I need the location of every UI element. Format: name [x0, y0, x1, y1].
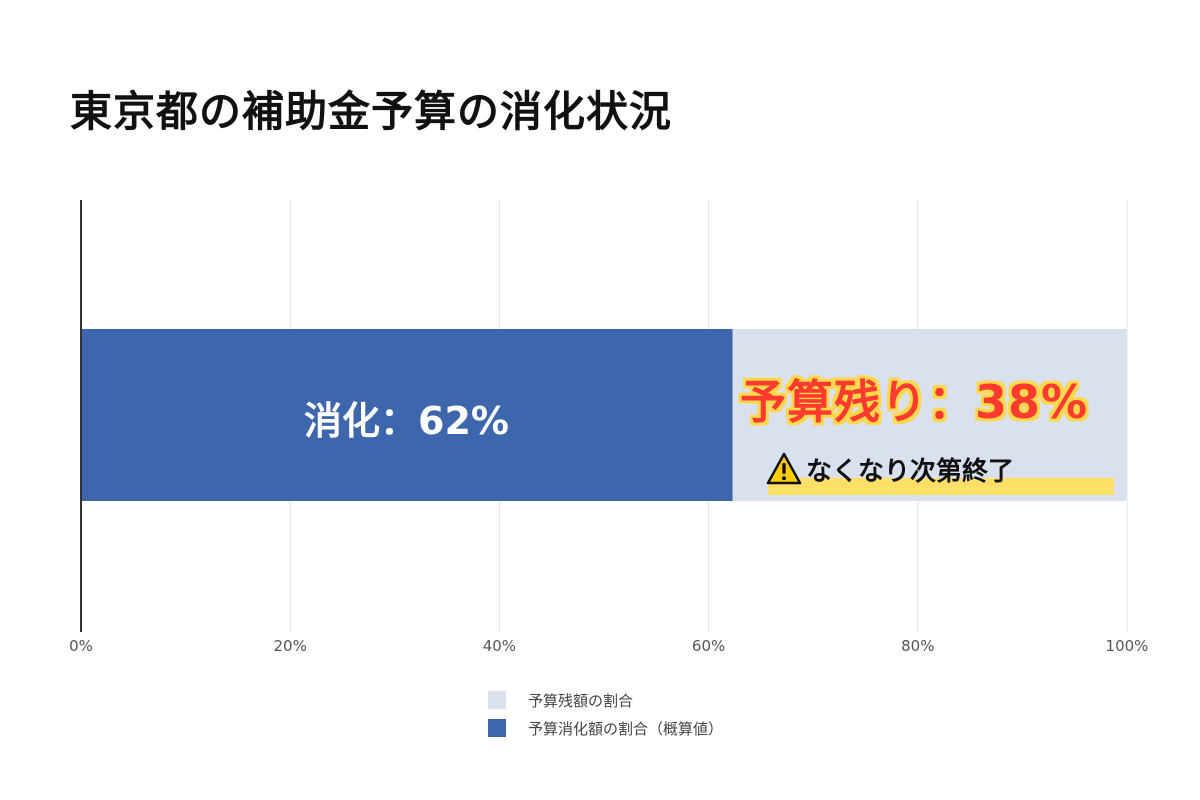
- warning-icon: [766, 452, 802, 485]
- warning-text: なくなり次第終了: [806, 456, 1015, 487]
- legend-item-remaining: 予算残額の割合: [488, 686, 723, 714]
- warning-note: なくなり次第終了: [766, 449, 1014, 489]
- bar-remaining: [732, 329, 1127, 501]
- bar-consumed: [81, 329, 733, 501]
- bars: [81, 329, 1127, 501]
- x-tick-label: 0%: [69, 637, 93, 655]
- consumed-bar-label: 消化：62%: [304, 399, 509, 443]
- legend-label-remaining: 予算残額の割合: [528, 691, 634, 710]
- legend-item-consumed: 予算消化額の割合（概算値）: [488, 714, 723, 742]
- warning-highlight: [768, 478, 1114, 495]
- legend: 予算残額の割合 予算消化額の割合（概算値）: [488, 686, 723, 742]
- x-tick-labels: 0% 20% 40% 60% 80% 100%: [69, 637, 1148, 655]
- x-tick-label: 80%: [901, 637, 934, 655]
- x-tick-label: 40%: [483, 637, 516, 655]
- x-tick-label: 100%: [1106, 637, 1149, 655]
- legend-swatch-remaining: [488, 691, 506, 709]
- legend-swatch-consumed: [488, 719, 506, 737]
- chart-title: 東京都の補助金予算の消化状況: [70, 87, 673, 136]
- x-tick-label: 20%: [274, 637, 307, 655]
- legend-label-consumed: 予算消化額の割合（概算値）: [528, 719, 724, 738]
- x-tick-label: 60%: [692, 637, 725, 655]
- remaining-bar-label: 予算残り：38%: [740, 375, 1089, 429]
